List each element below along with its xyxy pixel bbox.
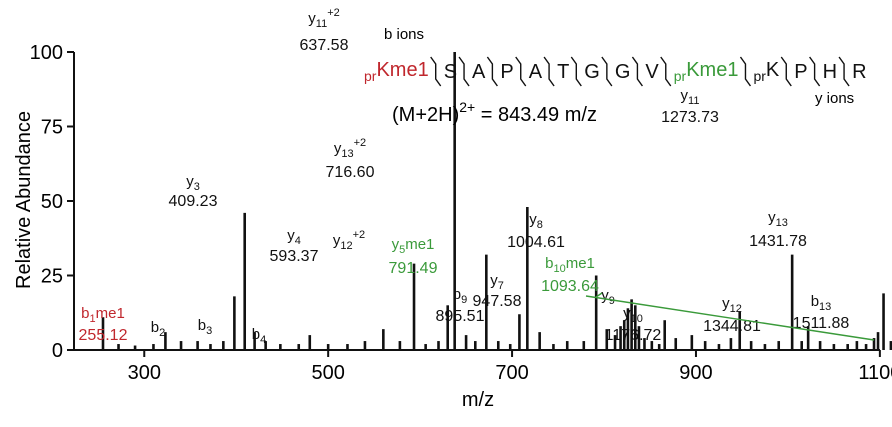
ion-label: y10 [623, 305, 643, 325]
fragment-cleavage-mark [631, 56, 643, 87]
fragment-cleavage-mark [515, 56, 527, 87]
x-tick-label: 900 [679, 362, 712, 384]
fragment-cleavage-mark [486, 56, 498, 87]
sequence-residue: T [557, 61, 569, 83]
ion-label: y9 [601, 287, 615, 307]
sequence-residue: P [500, 61, 513, 83]
mass-value-label: 1344.81 [703, 318, 761, 335]
fragment-cleavage-mark [809, 56, 821, 87]
ion-label: y4 [287, 227, 301, 247]
ion-label: b2 [151, 319, 165, 339]
mass-value-label: 1511.88 [793, 315, 850, 332]
mass-value-label: 947.58 [473, 293, 522, 310]
fragment-cleavage-mark [739, 56, 752, 87]
sequence-residue: prK [753, 59, 779, 84]
ion-label: y8 [529, 211, 543, 231]
y-tick-label: 75 [41, 117, 63, 139]
ion-label: b1me1 [81, 305, 125, 325]
ion-label: y12+2 [333, 229, 365, 252]
b10-leader-line [585, 295, 875, 341]
mass-value-label: 1431.78 [749, 233, 807, 250]
x-axis-title: m/z [462, 389, 494, 411]
ion-label: y3 [186, 173, 200, 193]
sequence-residue: prKme1 [674, 59, 739, 84]
y-axis-title: Relative Abundance [13, 111, 35, 289]
ion-label: y11+2 [308, 7, 339, 30]
sequence-residue: H [823, 61, 837, 83]
sequence-residue: S [444, 61, 457, 83]
sequence-residue: R [852, 61, 866, 83]
axes: m/z Relative Abundance [13, 52, 880, 411]
b-ions-label: b ions [384, 26, 424, 43]
fragment-cleavage-mark [570, 56, 582, 87]
fragment-cleavage-mark [458, 56, 470, 87]
ion-label: y13 [768, 209, 788, 229]
mass-value-label: 1004.61 [507, 234, 565, 251]
sequence-residue: P [794, 61, 807, 83]
ion-label: y13+2 [334, 137, 366, 160]
fragment-cleavage-mark [838, 56, 850, 87]
ion-label: b10me1 [545, 255, 595, 275]
mass-value-label: 1273.73 [661, 109, 719, 126]
peak-bars [101, 52, 892, 350]
mass-value-label: 1093.64 [541, 278, 599, 295]
y9-leader-line [595, 292, 603, 298]
sequence-residue: A [529, 61, 543, 83]
x-tick-label: 300 [128, 362, 161, 384]
x-tick-label: 500 [311, 362, 344, 384]
ion-label: b3 [198, 317, 212, 337]
mass-value-label: 593.37 [270, 248, 319, 265]
fragment-cleavage-mark [660, 56, 672, 87]
y-tick-label: 25 [41, 266, 63, 288]
ion-label: b13 [811, 293, 832, 313]
mass-value-label: 716.60 [326, 164, 375, 181]
mass-value-label: 791.49 [389, 260, 438, 277]
mass-value-label: 895.51 [436, 308, 485, 325]
sequence-residue: prKme1 [364, 59, 429, 84]
mass-value-label: 409.23 [169, 193, 218, 210]
sequence-residue: A [472, 61, 486, 83]
mass-value-label: 1176.72 [605, 327, 662, 344]
ion-label: b4 [252, 326, 266, 346]
y-tick-label: 0 [52, 340, 63, 362]
fragment-cleavage-mark [601, 56, 613, 87]
precursor-mass-label: (M+2H)2+ = 843.49 m/z [392, 99, 597, 126]
fragment-cleavage-mark [430, 56, 442, 87]
mass-value-label: 255.12 [79, 327, 128, 344]
fragment-cleavage-mark [780, 56, 792, 87]
fragment-cleavage-mark [543, 56, 555, 87]
precursor-annotation: (M+2H)2+ = 843.49 m/z [392, 99, 597, 126]
axis-ticks: 3005007009001100130015000255075100 [30, 42, 892, 384]
x-tick-label: 700 [495, 362, 528, 384]
ion-label: b9 [453, 286, 467, 306]
y-tick-label: 50 [41, 191, 63, 213]
sequence-residue: V [645, 61, 659, 83]
ion-label: y7 [490, 272, 504, 292]
y-ions-label: y ions [815, 90, 854, 107]
ion-label: y12 [722, 295, 742, 315]
ion-label: y11 [681, 87, 700, 107]
ion-label: y5me1 [392, 236, 435, 256]
mass-value-label: 637.58 [300, 37, 349, 54]
sequence-residue: G [584, 61, 600, 83]
y-tick-label: 100 [30, 42, 63, 64]
sequence-residue: G [615, 61, 631, 83]
